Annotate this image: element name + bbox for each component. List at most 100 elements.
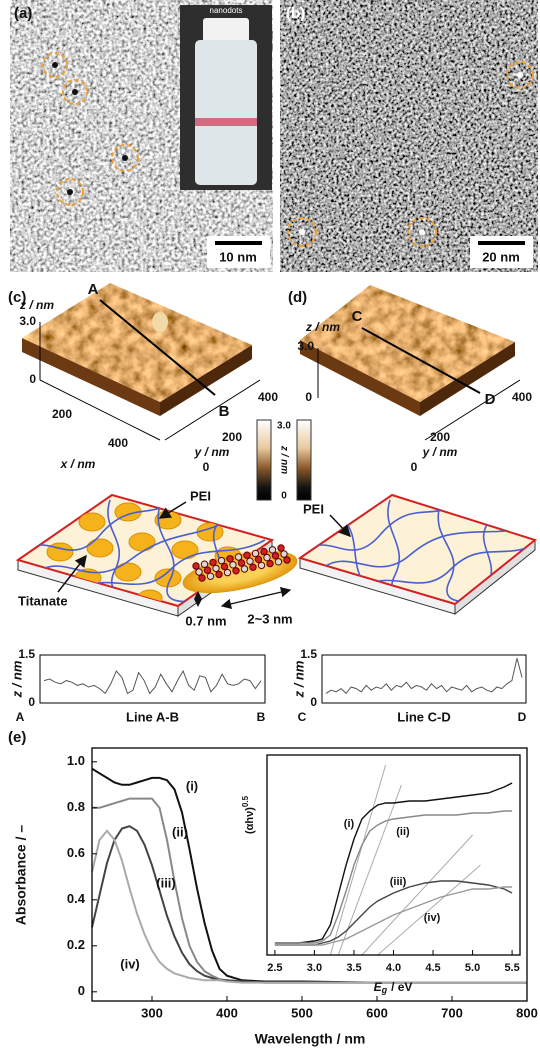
atom: [207, 573, 213, 579]
atom: [241, 566, 247, 572]
line-end-label: D: [518, 710, 527, 724]
atom: [193, 563, 199, 569]
y-axis-label-sup: 0.5: [241, 795, 250, 807]
line-end-label: A: [16, 710, 25, 724]
atom: [204, 567, 210, 573]
series-label: (i): [344, 818, 355, 830]
atom: [250, 564, 256, 570]
y-axis-label: z / nm: [9, 660, 24, 698]
colorbar: [257, 420, 271, 500]
series-label: (i): [186, 778, 198, 793]
afm-surface: [22, 283, 252, 402]
panel-label: (a): [14, 5, 32, 22]
atom: [230, 562, 236, 568]
atom: [221, 563, 227, 569]
series-label: (ii): [396, 826, 410, 838]
y-tick-label: 0.4: [67, 891, 86, 906]
x-tick-label: 5.0: [465, 962, 480, 974]
afm-peak: [152, 312, 168, 332]
x-axis-label-sub: g: [381, 985, 388, 995]
atom: [247, 558, 253, 564]
x-axis-label: Wavelength / nm: [255, 1031, 366, 1047]
plot-frame: [40, 655, 265, 703]
axis-label: z / nm: [19, 298, 54, 312]
tick-label: 0: [305, 390, 312, 404]
vial-text: nanodots: [210, 6, 243, 15]
y-tick-label: 0.6: [67, 845, 85, 860]
schematic-label: PEI: [303, 501, 324, 516]
x-tick-label: 5.5: [504, 962, 519, 974]
atom: [281, 551, 287, 557]
vial-band: [195, 118, 257, 126]
atom: [216, 571, 222, 577]
profile-line: [44, 671, 261, 693]
atom: [275, 559, 281, 565]
scale-bar-label: 20 nm: [482, 249, 520, 264]
atom: [284, 557, 290, 563]
x-axis-label: Eg/ eV: [374, 980, 413, 995]
atom: [196, 569, 202, 575]
line-end-label: B: [219, 403, 230, 420]
afm-surface: [300, 285, 515, 402]
plot-frame: [322, 655, 526, 703]
schematic-label: Titanate: [18, 593, 68, 608]
atom: [278, 545, 284, 551]
x-tick-label: 300: [141, 1005, 163, 1020]
axis-label: z / nm: [305, 320, 340, 334]
y-tick-label: 1.5: [300, 647, 317, 661]
vial-body: [195, 40, 257, 185]
tick-label: 3.0: [19, 314, 36, 328]
x-tick-label: 400: [216, 1005, 238, 1020]
atom: [224, 569, 230, 575]
atom: [235, 554, 241, 560]
inset-background: [267, 755, 520, 955]
y-tick-label: 0.8: [67, 799, 85, 814]
atom: [201, 561, 207, 567]
line-end-label: C: [352, 308, 363, 325]
series-label: (ii): [172, 824, 188, 839]
x-axis-label: Line A-B: [126, 709, 179, 724]
tick-label: 400: [258, 390, 278, 404]
dimension-arrow: [222, 590, 290, 606]
series-label: (iii): [156, 875, 176, 890]
y-axis-label: (αhν)0.5: [241, 795, 256, 834]
atom: [213, 565, 219, 571]
atom: [199, 575, 205, 581]
series-label: (iv): [424, 912, 441, 924]
atom: [255, 556, 261, 562]
atom: [267, 560, 273, 566]
x-tick-label: 500: [291, 1005, 313, 1020]
x-tick-label: 4.5: [425, 962, 440, 974]
atom: [244, 552, 250, 558]
series-label: (iii): [390, 876, 407, 888]
colorbar-label: 0: [281, 491, 287, 502]
line-end-label: D: [485, 391, 496, 408]
x-tick-label: 3.5: [346, 962, 361, 974]
vial-cap: [203, 18, 249, 42]
x-axis-label-unit: / eV: [391, 980, 412, 994]
tick-label: 200: [222, 430, 242, 444]
axis-label: y / nm: [194, 445, 230, 459]
atom: [261, 548, 267, 554]
y-axis-label: Absorbance / –: [13, 825, 29, 926]
atom: [218, 557, 224, 563]
tick-label: 200: [430, 430, 450, 444]
colorbar: [297, 420, 311, 500]
x-tick-label: 4.0: [386, 962, 401, 974]
tick-label: 400: [512, 390, 532, 404]
schematic-label: 0.7 nm: [185, 613, 226, 628]
atom: [233, 568, 239, 574]
x-tick-label: 800: [516, 1005, 538, 1020]
tick-label: 0: [203, 460, 210, 474]
y-axis-label: z / nm: [291, 660, 306, 698]
atom: [227, 556, 233, 562]
atom: [272, 553, 278, 559]
line-end-label: A: [88, 281, 99, 298]
tick-label: 3.0: [297, 339, 314, 353]
atom: [269, 547, 275, 553]
line-end-label: C: [298, 710, 307, 724]
y-tick-label: 0: [78, 983, 85, 998]
scale-bar-label: 10 nm: [219, 249, 257, 264]
series-label: (iv): [120, 956, 140, 971]
tick-label: 0: [29, 372, 36, 386]
